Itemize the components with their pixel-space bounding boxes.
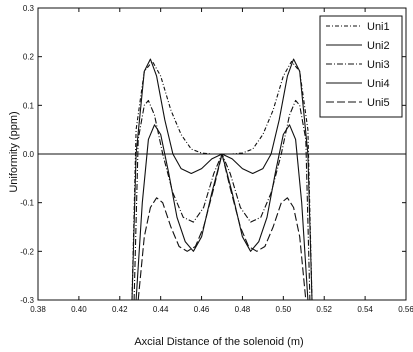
x-tick-label: 0.40 <box>71 305 87 314</box>
legend-label-2: Uni2 <box>367 40 390 52</box>
axes: 0.38 0.40 0.42 0.44 0.46 0.48 0.50 0.52 0.54 0.56… <box>20 4 413 314</box>
x-tick-label: 0.44 <box>153 305 169 314</box>
y-tick-label: -0.3 <box>20 296 34 305</box>
x-tick-label: 0.54 <box>357 305 373 314</box>
legend-label-3: Uni3 <box>367 59 390 71</box>
y-tick-label: 0.2 <box>23 53 35 62</box>
x-tick-label: 0.38 <box>30 305 46 314</box>
legend-box <box>319 15 403 118</box>
series-line-2 <box>131 58 313 300</box>
series-line-1 <box>131 60 313 300</box>
legend-label-4: Uni4 <box>367 78 390 90</box>
series-group <box>131 58 313 300</box>
y-tick-label: -0.2 <box>20 247 34 256</box>
x-tick-label: 0.48 <box>235 305 251 314</box>
x-tick-label: 0.42 <box>112 305 128 314</box>
legend-label-1: Uni1 <box>367 21 390 33</box>
x-axis-title: Axcial Distance of the solenoid (m) <box>134 336 303 348</box>
x-tick-label: 0.52 <box>316 305 332 314</box>
y-tick-label: 0.3 <box>23 4 35 13</box>
plot-area <box>38 58 406 300</box>
y-axis-title: Uniformity (ppm) <box>8 111 20 192</box>
series-line-4 <box>135 124 309 300</box>
legend-label-5: Uni5 <box>367 97 390 109</box>
x-tick-label: 0.56 <box>398 305 413 314</box>
series-line-5 <box>137 153 307 300</box>
x-tick-label: 0.46 <box>194 305 210 314</box>
legend: Uni1 Uni2 Uni3 Uni4 Uni5 <box>319 15 403 118</box>
y-tick-label: 0.0 <box>23 150 35 159</box>
x-tick-label: 0.50 <box>276 305 292 314</box>
y-tick-label: 0.1 <box>23 101 35 110</box>
y-tick-label: -0.1 <box>20 199 34 208</box>
